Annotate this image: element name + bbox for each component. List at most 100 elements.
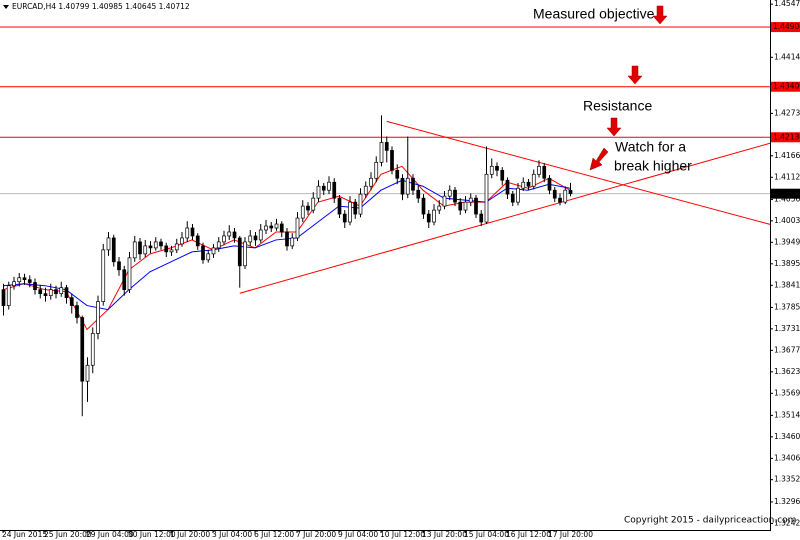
candle-body (437, 205, 442, 211)
candle-body (138, 241, 142, 255)
x-tick-label: 7 Jul 20:00 (296, 530, 336, 539)
candle-body (27, 279, 32, 283)
x-tick-label: 9 Jul 04:00 (338, 530, 378, 539)
candle-body (132, 241, 137, 259)
annotation: Watch for a (615, 139, 686, 155)
x-tick-label: 15 Jul 04:00 (464, 530, 509, 539)
arrow (606, 117, 622, 137)
candle-body (106, 237, 111, 251)
candle-body (227, 231, 232, 237)
y-tick-label: 1.38410 (774, 280, 800, 289)
candle-body (463, 201, 468, 211)
candle-body (180, 237, 184, 245)
candle-body (22, 277, 27, 281)
candle-body (447, 189, 452, 197)
candle-body (285, 231, 289, 247)
candle-body (432, 209, 436, 223)
candle-body (390, 150, 394, 171)
candle-body (300, 205, 305, 219)
candle-body (64, 287, 69, 298)
y-tick-label: 1.41125 (774, 172, 800, 181)
trendline (386, 120, 771, 225)
candle-body (153, 241, 158, 249)
level-label-box (771, 132, 800, 143)
arrow (589, 147, 609, 171)
candle-body (279, 223, 284, 233)
candle-body (468, 197, 473, 203)
level-label: 1.43400 (773, 82, 800, 91)
candle-body (264, 225, 268, 231)
candle-body (174, 243, 179, 251)
y-tick-label: 1.37855 (774, 302, 800, 311)
x-tick-label: 16 Jul 12:00 (506, 530, 551, 539)
candle-body (505, 179, 510, 195)
candle-body (164, 245, 169, 253)
header: EURCAD,H4 1.40799 1.40985 1.40645 1.4071… (12, 2, 190, 11)
annotation: Resistance (583, 98, 652, 114)
arrows (589, 5, 668, 171)
candle-body (96, 301, 100, 334)
candle-body (43, 293, 48, 296)
annotation: break higher (614, 158, 692, 174)
candle-body (316, 185, 321, 199)
candle-body (69, 297, 74, 306)
candle-body (295, 217, 300, 239)
candle-body (248, 235, 253, 243)
menu-icon[interactable] (3, 5, 9, 9)
candle-body (258, 229, 263, 241)
trendline (239, 142, 771, 294)
candle-body (274, 223, 279, 229)
candle-body (127, 257, 132, 291)
candle-body (405, 177, 410, 195)
candle-body (185, 227, 190, 239)
candle-body (547, 177, 552, 191)
candle-body (516, 187, 520, 203)
x-tick-label: 30 Jun 12:00 (128, 530, 176, 539)
candle-body (201, 245, 205, 261)
y-tick-label: 1.34600 (774, 432, 800, 441)
candle-body (342, 213, 347, 223)
candle-body (222, 235, 226, 243)
candle-body (495, 165, 499, 171)
candle-body (526, 181, 531, 187)
candle-body (80, 317, 85, 382)
x-tick-label: 1 Jul 20:00 (170, 530, 210, 539)
annotation: Measured objective (533, 6, 655, 22)
candle-body (1, 289, 6, 306)
candle-body (568, 189, 573, 195)
candle-body (206, 253, 211, 261)
y-tick-label: 1.35695 (774, 388, 800, 397)
candle-body (243, 241, 247, 267)
x-tick-label: 6 Jul 12:00 (254, 530, 294, 539)
candle-body (12, 281, 16, 287)
candle-body (332, 181, 337, 199)
level-label: 1.42130 (773, 132, 800, 141)
candle-body (327, 181, 331, 191)
candle-body (143, 245, 148, 255)
arrow (652, 5, 668, 25)
candle-body (421, 197, 426, 215)
candle-body (379, 142, 384, 163)
candle-body (216, 241, 221, 249)
candle-body (59, 287, 64, 294)
candle-body (416, 189, 421, 199)
x-tick-label: 10 Jul 12:00 (380, 530, 425, 539)
x-tick-label: 24 Jun 2015 (2, 530, 47, 539)
candle-body (500, 169, 505, 181)
candle-body (537, 165, 541, 175)
candle-body (521, 181, 526, 189)
candle-body (33, 282, 37, 291)
y-tick-label: 1.32425 (774, 518, 800, 527)
candle-body (311, 197, 316, 211)
candle-body (363, 185, 368, 195)
candle-body (195, 235, 200, 247)
candle-body (558, 197, 562, 203)
y-tick-label: 1.38950 (774, 259, 800, 268)
symbol: EURCAD,H4 (12, 2, 56, 11)
y-tick-label: 1.40030 (774, 216, 800, 225)
candle-body (269, 225, 274, 229)
price-box (771, 188, 800, 199)
candle-body (369, 177, 373, 187)
level-label-box (771, 81, 800, 92)
y-tick-label: 1.39490 (774, 237, 800, 246)
